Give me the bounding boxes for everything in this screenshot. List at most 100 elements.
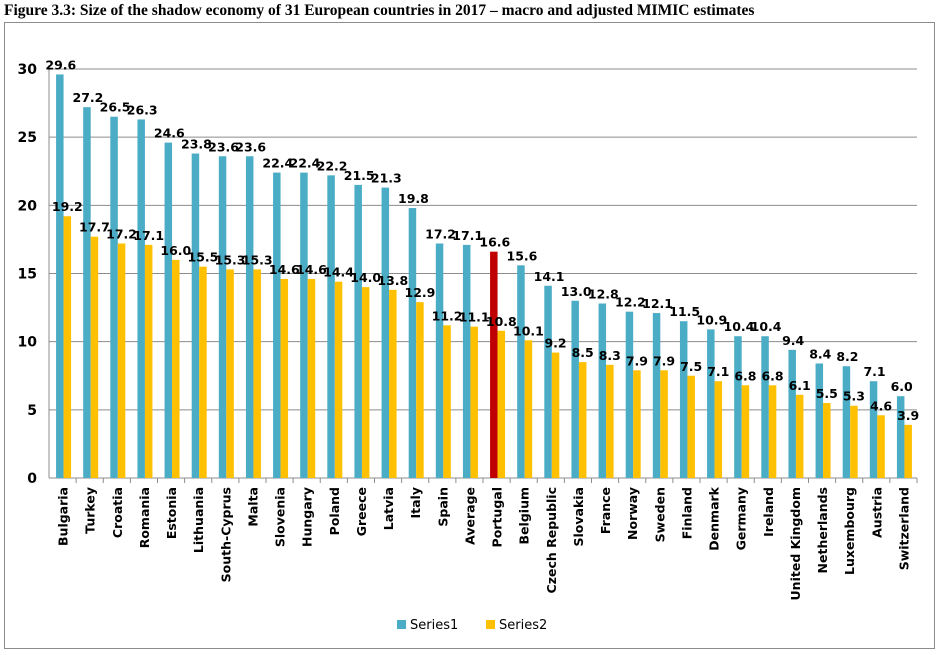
data-label: 12.8 bbox=[588, 286, 619, 301]
data-label: 8.2 bbox=[836, 349, 858, 364]
bar-series2 bbox=[280, 278, 289, 478]
bar-series1 bbox=[435, 243, 444, 478]
x-tick-label: Norway bbox=[625, 487, 640, 540]
data-label: 8.3 bbox=[599, 348, 621, 363]
data-label: 6.8 bbox=[734, 368, 756, 383]
bar-series2 bbox=[823, 403, 831, 478]
bar-series2 bbox=[117, 243, 126, 478]
legend-label: Series2 bbox=[499, 618, 547, 633]
legend-swatch bbox=[486, 620, 495, 629]
data-label: 14.0 bbox=[350, 270, 381, 285]
data-label: 7.9 bbox=[626, 353, 648, 368]
x-tick-label: Portugal bbox=[490, 487, 505, 547]
bar-series1 bbox=[734, 336, 742, 478]
data-label: 21.3 bbox=[371, 171, 402, 186]
data-label: 19.8 bbox=[398, 191, 429, 206]
bar-series2 bbox=[361, 287, 370, 478]
bar-series2 bbox=[416, 302, 424, 478]
x-tick-label: South-Cyprus bbox=[218, 487, 233, 582]
x-tick-label: Hungary bbox=[300, 487, 315, 547]
data-label: 3.9 bbox=[897, 408, 919, 423]
data-label: 10.4 bbox=[724, 319, 755, 334]
data-label: 15.3 bbox=[215, 252, 246, 267]
x-tick-label: Switzerland bbox=[896, 487, 911, 570]
x-tick-label: Slovenia bbox=[273, 487, 288, 547]
data-label: 19.2 bbox=[52, 199, 83, 214]
x-tick-label: Luxembourg bbox=[842, 487, 857, 575]
x-tick-label: United Kingdom bbox=[788, 487, 803, 600]
x-tick-label: Estonia bbox=[164, 487, 179, 539]
x-tick-label: Malta bbox=[245, 487, 260, 527]
data-label: 14.6 bbox=[269, 262, 300, 277]
bar-series2 bbox=[389, 289, 397, 478]
data-label: 12.2 bbox=[615, 295, 646, 310]
y-tick-label: 10 bbox=[18, 335, 38, 351]
bar-series2 bbox=[660, 370, 668, 478]
bar-series2 bbox=[551, 352, 560, 478]
bar-series1 bbox=[598, 303, 607, 478]
bar-series1 bbox=[164, 142, 173, 478]
x-tick-label: Finland bbox=[679, 487, 694, 539]
data-label: 6.1 bbox=[789, 378, 811, 393]
x-tick-label: Netherlands bbox=[815, 487, 830, 573]
x-tick-label: Latvia bbox=[381, 487, 396, 530]
data-label: 12.9 bbox=[405, 285, 436, 300]
data-label: 14.4 bbox=[323, 265, 354, 280]
bar-series2 bbox=[714, 381, 723, 478]
x-tick-label: Croatia bbox=[110, 487, 125, 538]
bar-series1 bbox=[300, 172, 308, 478]
bar-series1 bbox=[408, 208, 417, 478]
bar-series1 bbox=[571, 300, 579, 478]
data-label: 10.4 bbox=[751, 319, 782, 334]
bar-series2 bbox=[850, 405, 858, 478]
bar-series1 bbox=[381, 187, 390, 479]
data-label: 17.7 bbox=[79, 220, 110, 235]
data-label: 10.9 bbox=[696, 312, 727, 327]
data-label: 14.6 bbox=[296, 262, 327, 277]
y-tick-label: 30 bbox=[18, 62, 38, 78]
data-label: 14.1 bbox=[534, 269, 565, 284]
x-tick-label: Italy bbox=[408, 487, 423, 519]
data-label: 11.1 bbox=[459, 310, 490, 325]
bar-series1 bbox=[788, 349, 796, 478]
data-label: 15.5 bbox=[188, 250, 219, 265]
x-tick-label: Romania bbox=[137, 487, 152, 548]
bar-series1 bbox=[815, 363, 824, 478]
x-tick-label: Czech Republic bbox=[544, 487, 559, 593]
data-label: 8.5 bbox=[572, 345, 594, 360]
data-label: 10.1 bbox=[513, 323, 544, 338]
bar-series2 bbox=[795, 394, 804, 478]
bar-series2 bbox=[307, 278, 316, 478]
data-label: 16.6 bbox=[479, 235, 510, 250]
bar-series2 bbox=[172, 259, 180, 478]
data-label: 26.3 bbox=[127, 102, 158, 117]
legend-label: Series1 bbox=[410, 618, 458, 633]
data-label: 8.4 bbox=[809, 346, 831, 361]
bar-series2 bbox=[470, 326, 478, 478]
x-tick-label: Sweden bbox=[652, 487, 667, 542]
data-label: 7.9 bbox=[653, 353, 675, 368]
data-label: 10.8 bbox=[486, 314, 517, 329]
y-tick-label: 0 bbox=[27, 471, 37, 487]
x-tick-label: Bulgaria bbox=[56, 487, 71, 546]
bar-series2 bbox=[687, 375, 695, 478]
chart-area: 0 5 10 15 20 25 30 29.6 19.2 Bulgaria 27.2 17.7 Turk… bbox=[4, 22, 935, 649]
bar-series2 bbox=[253, 269, 261, 478]
x-tick-label: France bbox=[598, 487, 613, 534]
bar-series1 bbox=[83, 107, 91, 478]
y-tick-label: 20 bbox=[18, 198, 38, 214]
y-tick-label: 5 bbox=[27, 403, 37, 419]
bar-series1 bbox=[869, 381, 878, 478]
data-label: 11.2 bbox=[432, 308, 463, 323]
x-tick-label: Poland bbox=[327, 487, 342, 535]
bar-series1 bbox=[652, 313, 661, 478]
data-label: 5.5 bbox=[816, 386, 838, 401]
bar-series2 bbox=[606, 364, 614, 478]
bar-series1 bbox=[842, 366, 851, 478]
data-label: 9.2 bbox=[544, 336, 566, 351]
figure-title: Figure 3.3: Size of the shadow economy o… bbox=[4, 2, 755, 19]
bar-series1 bbox=[462, 244, 471, 478]
bar-series1 bbox=[191, 153, 200, 478]
data-label: 22.2 bbox=[317, 158, 348, 173]
data-label: 4.6 bbox=[870, 398, 892, 413]
